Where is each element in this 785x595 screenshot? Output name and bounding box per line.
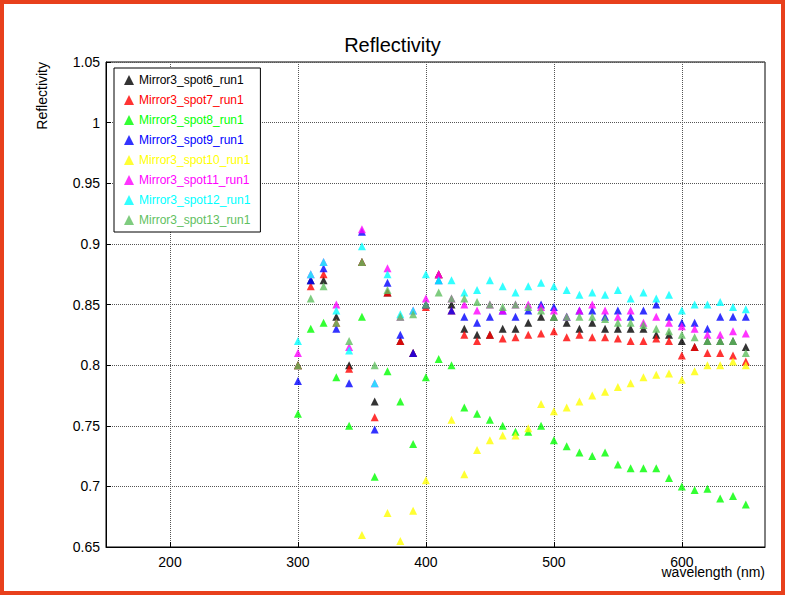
svg-text:Mirror3_spot10_run1: Mirror3_spot10_run1	[139, 153, 251, 167]
svg-text:400: 400	[414, 554, 438, 570]
svg-text:Mirror3_spot9_run1: Mirror3_spot9_run1	[139, 133, 244, 147]
svg-text:Reflectivity: Reflectivity	[344, 34, 441, 56]
svg-text:600: 600	[670, 554, 694, 570]
svg-text:Mirror3_spot7_run1: Mirror3_spot7_run1	[139, 93, 244, 107]
svg-text:wavelength (nm): wavelength (nm)	[661, 564, 765, 580]
svg-text:0.7: 0.7	[81, 478, 101, 494]
svg-text:0.8: 0.8	[81, 357, 101, 373]
svg-text:300: 300	[286, 554, 310, 570]
svg-text:500: 500	[542, 554, 566, 570]
svg-text:Mirror3_spot11_run1: Mirror3_spot11_run1	[139, 173, 250, 187]
svg-text:Mirror3_spot8_run1: Mirror3_spot8_run1	[139, 113, 244, 127]
svg-text:0.85: 0.85	[73, 297, 100, 313]
svg-text:Mirror3_spot13_run1: Mirror3_spot13_run1	[139, 213, 251, 227]
svg-text:0.9: 0.9	[81, 236, 101, 252]
svg-text:1: 1	[92, 115, 100, 131]
svg-text:Mirror3_spot6_run1: Mirror3_spot6_run1	[139, 73, 244, 87]
svg-text:Mirror3_spot12_run1: Mirror3_spot12_run1	[139, 193, 251, 207]
svg-text:0.65: 0.65	[73, 539, 100, 555]
svg-text:0.75: 0.75	[73, 418, 100, 434]
svg-text:200: 200	[158, 554, 182, 570]
svg-text:0.95: 0.95	[73, 175, 100, 191]
svg-text:Reflectivity: Reflectivity	[34, 62, 50, 130]
svg-text:1.05: 1.05	[73, 54, 100, 70]
